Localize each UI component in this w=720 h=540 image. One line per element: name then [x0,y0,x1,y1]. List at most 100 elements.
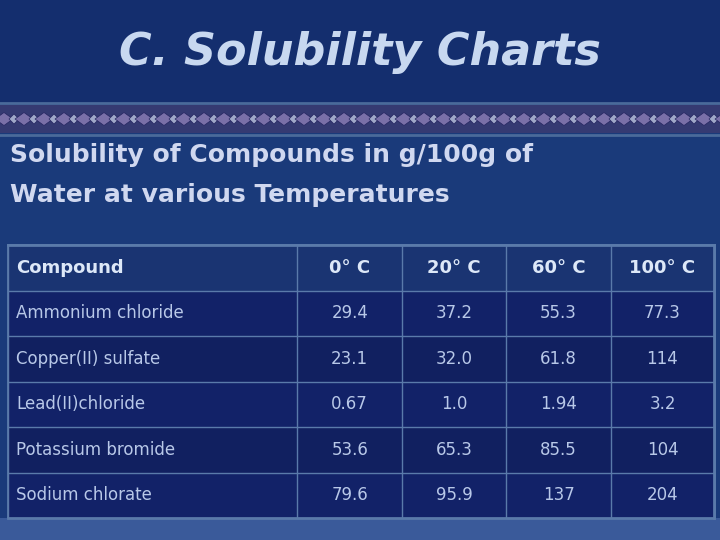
Text: 37.2: 37.2 [436,304,473,322]
Polygon shape [375,112,393,125]
Polygon shape [209,114,219,124]
Polygon shape [95,112,113,125]
Polygon shape [9,114,19,124]
Polygon shape [555,112,573,125]
Polygon shape [569,114,579,124]
Bar [8,381,714,427]
Polygon shape [69,114,79,124]
Polygon shape [515,112,533,125]
Polygon shape [455,112,473,125]
Text: 104: 104 [647,441,678,459]
Polygon shape [269,114,279,124]
Polygon shape [529,114,539,124]
Polygon shape [329,114,339,124]
Text: 1.94: 1.94 [540,395,577,413]
Text: 85.5: 85.5 [540,441,577,459]
Text: 0.67: 0.67 [331,395,368,413]
Text: 95.9: 95.9 [436,486,472,504]
Polygon shape [409,114,419,124]
Text: Sodium chlorate: Sodium chlorate [16,486,152,504]
Polygon shape [109,114,119,124]
Polygon shape [149,114,159,124]
Text: 32.0: 32.0 [436,350,473,368]
Polygon shape [435,112,453,125]
Polygon shape [629,114,639,124]
Polygon shape [449,114,459,124]
Polygon shape [155,112,173,125]
Polygon shape [429,114,439,124]
Text: 1.0: 1.0 [441,395,467,413]
Polygon shape [469,114,479,124]
Polygon shape [309,114,319,124]
Polygon shape [215,112,233,125]
Polygon shape [89,114,99,124]
Text: 61.8: 61.8 [540,350,577,368]
Polygon shape [75,112,93,125]
Text: Solubility of Compounds in g/100g of: Solubility of Compounds in g/100g of [10,143,533,167]
Bar [0,105,720,133]
Bar [8,245,714,518]
Polygon shape [175,112,193,125]
Polygon shape [235,112,253,125]
Polygon shape [169,114,179,124]
Polygon shape [55,112,73,125]
Text: 114: 114 [647,350,678,368]
Polygon shape [715,112,720,125]
Polygon shape [655,112,673,125]
Bar [8,427,714,472]
Polygon shape [189,114,199,124]
Polygon shape [369,114,379,124]
Polygon shape [535,112,553,125]
Polygon shape [635,112,653,125]
Bar [0,518,720,540]
Polygon shape [195,112,213,125]
Polygon shape [689,114,699,124]
Text: 204: 204 [647,486,678,504]
Polygon shape [355,112,373,125]
Polygon shape [229,114,239,124]
Polygon shape [489,114,499,124]
Polygon shape [275,112,293,125]
Polygon shape [495,112,513,125]
Bar [0,0,720,105]
Text: 20° C: 20° C [428,259,481,276]
Text: Ammonium chloride: Ammonium chloride [16,304,184,322]
Text: C. Solubility Charts: C. Solubility Charts [119,31,601,74]
Polygon shape [695,112,713,125]
Polygon shape [289,114,299,124]
Polygon shape [255,112,273,125]
Polygon shape [349,114,359,124]
Polygon shape [475,112,493,125]
Polygon shape [115,112,133,125]
Text: Water at various Temperatures: Water at various Temperatures [10,183,449,207]
Text: Copper(II) sulfate: Copper(II) sulfate [16,350,161,368]
Text: Lead(II)chloride: Lead(II)chloride [16,395,145,413]
Polygon shape [575,112,593,125]
Polygon shape [615,112,633,125]
Text: Compound: Compound [16,259,124,276]
Text: 100° C: 100° C [629,259,696,276]
Polygon shape [669,114,679,124]
Polygon shape [295,112,313,125]
Polygon shape [135,112,153,125]
Polygon shape [675,112,693,125]
Text: 77.3: 77.3 [644,304,681,322]
Polygon shape [129,114,139,124]
Polygon shape [609,114,619,124]
Text: 79.6: 79.6 [331,486,368,504]
Polygon shape [415,112,433,125]
Polygon shape [249,114,259,124]
Text: 3.2: 3.2 [649,395,675,413]
Polygon shape [395,112,413,125]
Text: 29.4: 29.4 [331,304,368,322]
Polygon shape [389,114,399,124]
Polygon shape [709,114,719,124]
Polygon shape [509,114,519,124]
Text: 55.3: 55.3 [540,304,577,322]
Polygon shape [649,114,659,124]
Polygon shape [589,114,599,124]
Polygon shape [15,112,33,125]
Bar [8,245,714,291]
Bar [8,291,714,336]
Text: 0° C: 0° C [329,259,370,276]
